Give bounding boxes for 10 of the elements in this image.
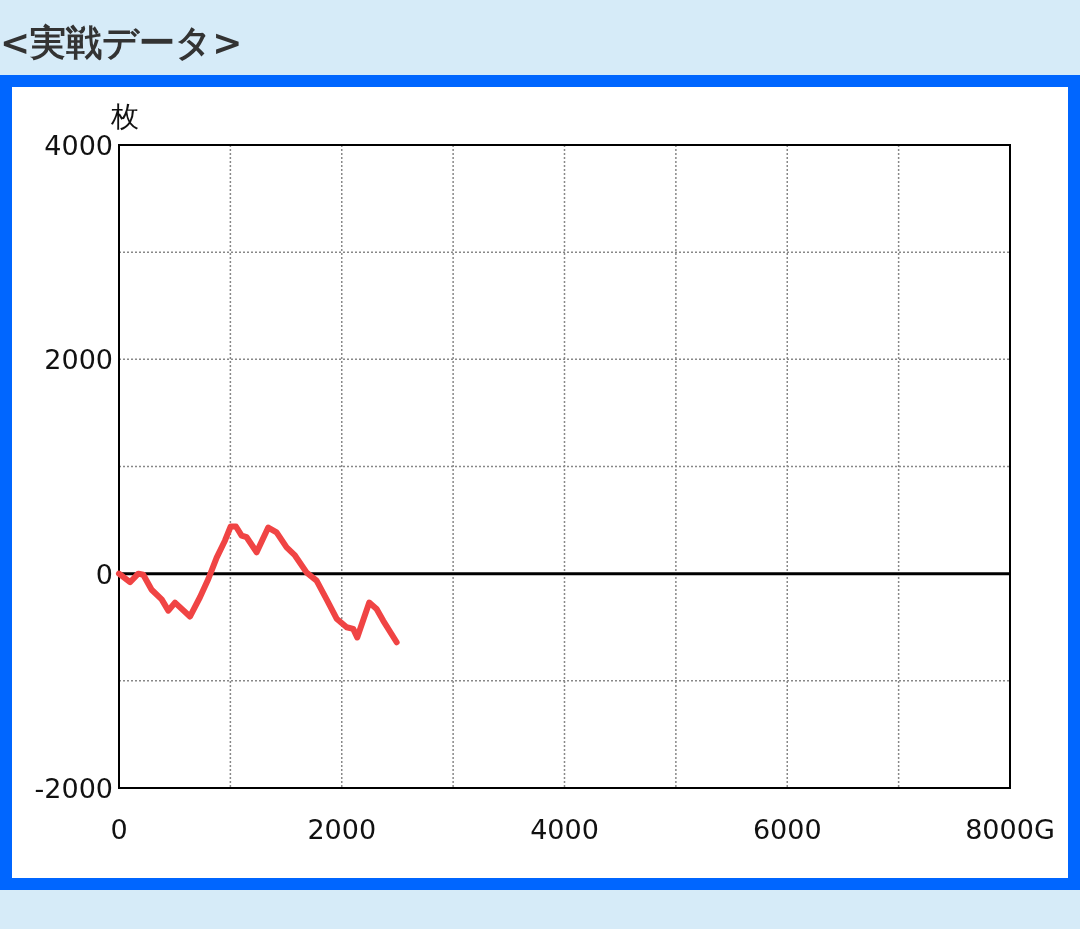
y-tick-label: 4000 <box>44 130 113 161</box>
y-axis-title: 枚 <box>110 100 139 133</box>
chart-title: <実戦データ> <box>0 22 243 63</box>
x-tick-label: 2000 <box>307 814 377 845</box>
y-tick-label: -2000 <box>34 773 113 804</box>
y-tick-label: 2000 <box>44 344 113 376</box>
x-tick-label: 8000G <box>965 814 1055 845</box>
x-tick-label: 4000 <box>530 814 599 845</box>
y-tick-label: 0 <box>95 558 113 590</box>
x-tick-label: 6000 <box>752 814 822 845</box>
